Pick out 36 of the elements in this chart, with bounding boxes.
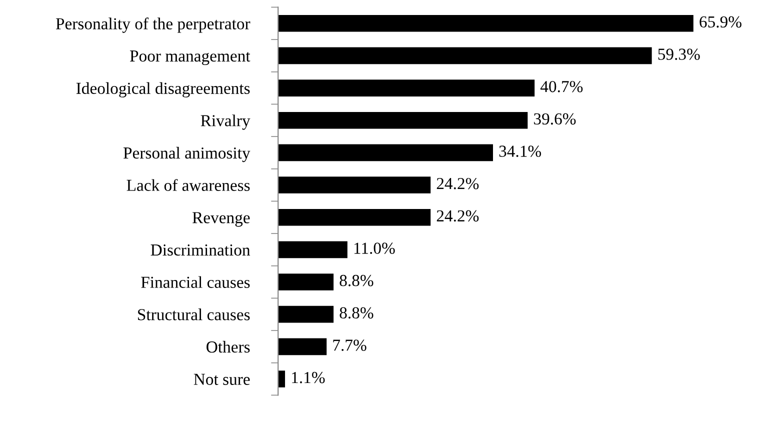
bar xyxy=(278,80,535,96)
y-tick-label: Personality of the perpetrator xyxy=(56,18,250,33)
y-tick-label: Structural causes xyxy=(138,308,250,320)
bar xyxy=(278,241,348,258)
bar xyxy=(278,47,652,64)
data-label: 8.8% xyxy=(340,307,374,319)
bar xyxy=(278,208,431,226)
data-label: 24.2% xyxy=(436,178,479,190)
bar xyxy=(278,274,334,290)
y-tick-label: Rivalry xyxy=(200,114,250,130)
y-tick-label: Personal animosity xyxy=(123,146,250,162)
y-tick-label: Not sure xyxy=(194,374,250,385)
data-label: 59.3% xyxy=(658,48,700,60)
data-label: 34.1% xyxy=(499,146,542,157)
data-label: 39.6% xyxy=(534,113,576,125)
bar xyxy=(278,306,334,323)
data-label: 11.0% xyxy=(354,242,395,254)
data-label: 7.7% xyxy=(333,340,366,351)
y-tick-label: Financial causes xyxy=(141,276,250,288)
bar xyxy=(278,112,528,129)
bar xyxy=(278,144,493,162)
bar xyxy=(278,338,327,356)
data-label: 24.2% xyxy=(436,210,479,222)
y-tick-label: Others xyxy=(206,340,250,353)
y-tick-label: Lack of awareness xyxy=(126,179,250,191)
bar xyxy=(278,14,694,32)
y-tick-label: Poor management xyxy=(130,50,250,66)
data-label: 8.8% xyxy=(340,274,374,286)
y-tick-label: Revenge xyxy=(192,212,250,227)
bar xyxy=(278,176,431,194)
data-label: 1.1% xyxy=(292,372,325,384)
bar xyxy=(278,370,286,388)
y-tick-label: Ideological disagreements xyxy=(76,82,250,98)
data-label: 65.9% xyxy=(700,16,742,28)
data-label: 40.7% xyxy=(540,80,583,92)
y-tick-label: Discrimination xyxy=(150,244,250,256)
